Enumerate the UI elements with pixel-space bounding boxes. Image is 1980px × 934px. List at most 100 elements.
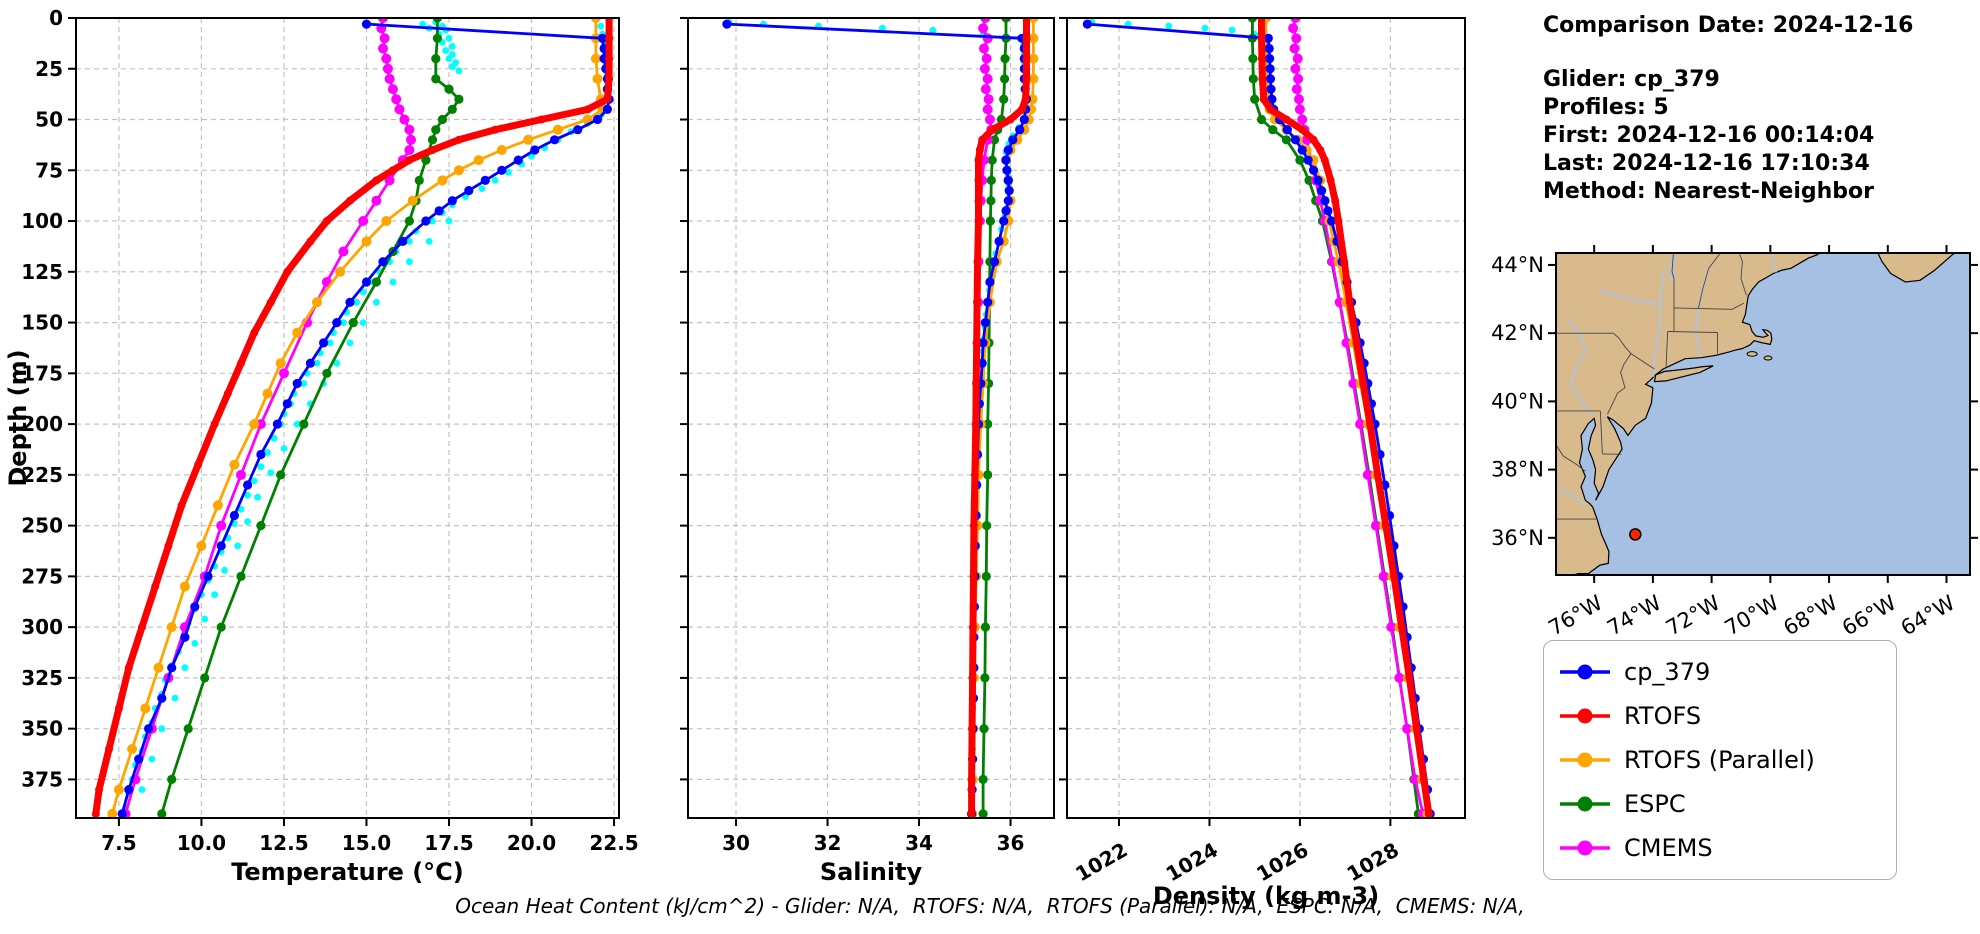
- map-river: [1599, 289, 1659, 305]
- legend-label: RTOFS (Parallel): [1624, 746, 1815, 774]
- svg-text:30: 30: [722, 831, 750, 855]
- map-state-border: [1599, 410, 1603, 454]
- comparison-date: Comparison Date: 2024-12-16: [1543, 13, 1914, 38]
- map-frame: [1555, 252, 1971, 576]
- map-lat-label: 38°N: [1491, 458, 1544, 482]
- profiles-count: Profiles: 5: [1543, 95, 1669, 120]
- gridlines: [688, 17, 1054, 818]
- info-spacer: [1543, 40, 1913, 66]
- map-island: [1746, 351, 1758, 357]
- series-rtofs: [1257, 18, 1433, 818]
- map-lat-label: 44°N: [1491, 253, 1544, 277]
- svg-text:250: 250: [21, 514, 63, 538]
- svg-text:325: 325: [21, 666, 63, 690]
- legend-label: RTOFS: [1624, 702, 1702, 730]
- legend-line-sample: [1560, 840, 1610, 856]
- glider-name: Glider: cp_379: [1543, 67, 1720, 92]
- legend-item-cmems: CMEMS: [1544, 826, 1896, 870]
- map-lon-label: 74°W: [1603, 590, 1665, 640]
- svg-text:1028: 1028: [1343, 838, 1403, 887]
- svg-text:350: 350: [21, 717, 63, 741]
- axis-ticks: 7.5 10.0 12.5 15.0 17.5 20.0 22.5 0 25 50 75 100 125…: [21, 6, 638, 855]
- series-espc: [1247, 18, 1423, 818]
- svg-text:17.5: 17.5: [424, 831, 473, 855]
- svg-text:50: 50: [35, 108, 63, 132]
- plot-frame: [687, 17, 1055, 819]
- legend-label: CMEMS: [1624, 834, 1713, 862]
- svg-text:150: 150: [21, 311, 63, 335]
- svg-text:20.0: 20.0: [507, 831, 556, 855]
- map-state-border: [1673, 302, 1745, 310]
- map-lon-label: 76°W: [1544, 590, 1606, 640]
- legend-label: cp_379: [1624, 658, 1711, 686]
- y-axis-label: Depth (m): [4, 349, 32, 486]
- series-rtofs-parallel: [107, 18, 608, 818]
- legend: cp_379 RTOFS RTOFS (Parallel) ESPC CMEMS: [1543, 640, 1897, 880]
- map-river: [1556, 487, 1586, 505]
- svg-text:25: 25: [35, 57, 63, 81]
- svg-text:175: 175: [21, 361, 63, 385]
- last-profile-time: Last: 2024-12-16 17:10:34: [1543, 151, 1870, 176]
- svg-text:32: 32: [814, 831, 842, 855]
- svg-text:15.0: 15.0: [342, 831, 391, 855]
- series-area: [1082, 18, 1435, 818]
- first-profile-time: First: 2024-12-16 00:14:04: [1543, 123, 1875, 148]
- map-island: [1763, 355, 1773, 361]
- map-land: [1877, 253, 1956, 283]
- map-state-border: [1665, 331, 1669, 367]
- svg-text:200: 200: [21, 412, 63, 436]
- map-lon-label: 70°W: [1721, 590, 1783, 640]
- series-area: [91, 18, 614, 818]
- glider-location-marker: [1629, 528, 1642, 541]
- map-state-border: [1697, 253, 1721, 309]
- legend-line-sample: [1560, 796, 1610, 812]
- ohc-footnote: Ocean Heat Content (kJ/cm^2) - Glider: N…: [455, 894, 1525, 918]
- info-panel: Comparison Date: 2024-12-16 Glider: cp_3…: [1543, 12, 1913, 206]
- svg-text:225: 225: [21, 463, 63, 487]
- map-lon-label: 66°W: [1838, 590, 1900, 640]
- map-state-border: [1630, 353, 1655, 370]
- map-lon-label: 68°W: [1779, 590, 1841, 640]
- series-rtofs: [91, 18, 614, 818]
- svg-text:7.5: 7.5: [101, 831, 136, 855]
- series-area: [722, 18, 1039, 818]
- series-cp-379: [1082, 19, 1435, 818]
- svg-text:1026: 1026: [1252, 838, 1312, 887]
- series-cp-379: [117, 19, 614, 818]
- svg-text:300: 300: [21, 615, 63, 639]
- svg-text:36: 36: [997, 831, 1025, 855]
- legend-line-sample: [1560, 708, 1610, 724]
- legend-item-cp-379: cp_379: [1544, 650, 1896, 694]
- svg-text:34: 34: [905, 831, 933, 855]
- map-river: [1770, 253, 1777, 273]
- map-state-border: [1606, 353, 1632, 415]
- svg-text:375: 375: [21, 767, 63, 791]
- svg-text:125: 125: [21, 260, 63, 284]
- location-map: 44°N 42°N 40°N 38°N 36°N 76°W74°W72°W70°W68°W…: [1491, 245, 1978, 640]
- plot-salinity: 30 32 34 36 Salinity: [680, 17, 1055, 886]
- svg-text:275: 275: [21, 564, 63, 588]
- svg-text:75: 75: [35, 158, 63, 182]
- map-state-border: [1556, 332, 1632, 354]
- x-axis-label: Salinity: [820, 858, 923, 886]
- svg-text:22.5: 22.5: [589, 831, 638, 855]
- legend-item-espc: ESPC: [1544, 782, 1896, 826]
- map-land: [1556, 253, 1821, 575]
- svg-text:100: 100: [21, 209, 63, 233]
- axis-ticks: 1022 1024 1026 1028: [1059, 17, 1403, 887]
- series-espc: [157, 18, 464, 818]
- x-axis-label: Temperature (°C): [231, 858, 464, 886]
- plot-frame: [1066, 17, 1466, 819]
- legend-label: ESPC: [1624, 790, 1686, 818]
- svg-text:12.5: 12.5: [259, 831, 308, 855]
- map-state-border: [1671, 253, 1675, 332]
- x-axis-label: Density (kg m-3): [1153, 882, 1379, 910]
- map-lat-label: 36°N: [1491, 526, 1544, 550]
- map-land: [1653, 365, 1714, 383]
- legend-item-rtofs-parallel: RTOFS (Parallel): [1544, 738, 1896, 782]
- series-cp-379-raw: [1088, 18, 1434, 818]
- map-state-border: [1738, 253, 1747, 296]
- map-lon-label: 64°W: [1897, 590, 1959, 640]
